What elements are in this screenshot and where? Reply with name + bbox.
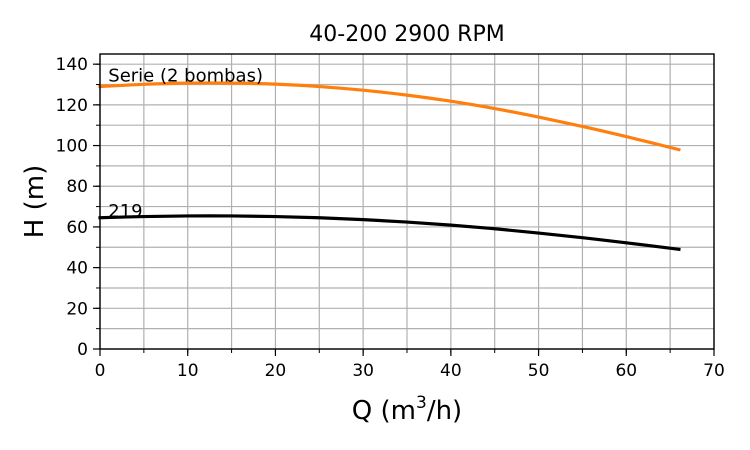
x-axis-label-main: Q (m <box>352 396 416 426</box>
y-tick-label: 20 <box>66 299 88 319</box>
x-tick-label: 60 <box>615 361 637 381</box>
x-axis-label-sup: 3 <box>416 393 427 413</box>
y-tick-label: 120 <box>56 96 88 116</box>
y-tick-label: 100 <box>56 137 88 157</box>
y-tick-label: 40 <box>66 259 88 279</box>
annotation-label: 219 <box>108 201 142 222</box>
x-tick-label: 10 <box>177 361 199 381</box>
x-tick-label: 30 <box>352 361 374 381</box>
series-layer <box>98 81 681 252</box>
grid <box>99 54 715 350</box>
x-tick-label: 20 <box>265 361 287 381</box>
y-axis-label: H (m) <box>20 165 50 238</box>
x-tick-label: 50 <box>528 361 550 381</box>
x-tick-label: 70 <box>703 361 725 381</box>
x-tick-label: 0 <box>95 361 106 381</box>
annotation-label: Serie (2 bombas) <box>108 66 263 87</box>
x-axis-label: Q (m3/h) <box>352 393 462 426</box>
ticks: 0 10 20 30 40 50 60 70 0 20 40 60 80 100 120 140 <box>56 55 725 381</box>
y-tick-label: 0 <box>77 340 88 360</box>
y-tick-label: 60 <box>66 218 88 238</box>
series-line-219 <box>98 214 681 252</box>
series-line-serie-2-bombas <box>98 81 681 152</box>
y-tick-label: 80 <box>66 177 88 197</box>
x-axis-label-tail: /h) <box>427 396 462 426</box>
chart-title: 40-200 2900 RPM <box>309 22 504 47</box>
x-tick-label: 40 <box>440 361 462 381</box>
annotations: Serie (2 bombas) 219 <box>108 66 263 222</box>
y-tick-label: 140 <box>56 55 88 75</box>
